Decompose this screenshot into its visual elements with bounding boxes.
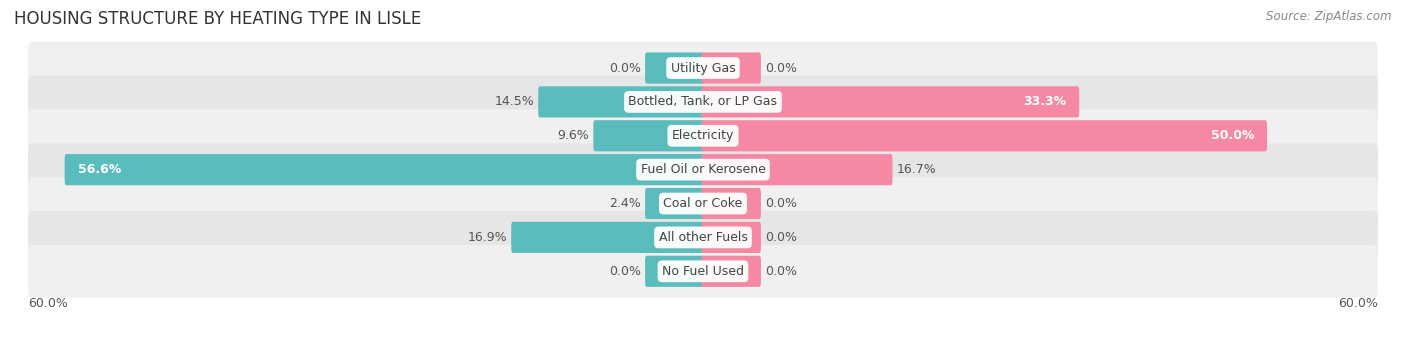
Text: 2.4%: 2.4% <box>609 197 641 210</box>
Text: All other Fuels: All other Fuels <box>658 231 748 244</box>
Text: 60.0%: 60.0% <box>1339 297 1378 310</box>
Text: No Fuel Used: No Fuel Used <box>662 265 744 278</box>
FancyBboxPatch shape <box>702 53 761 84</box>
Text: Bottled, Tank, or LP Gas: Bottled, Tank, or LP Gas <box>628 95 778 108</box>
FancyBboxPatch shape <box>28 211 1378 264</box>
FancyBboxPatch shape <box>538 86 704 118</box>
Text: 0.0%: 0.0% <box>609 61 641 75</box>
FancyBboxPatch shape <box>65 154 704 185</box>
FancyBboxPatch shape <box>28 42 1378 94</box>
Text: 0.0%: 0.0% <box>765 197 797 210</box>
FancyBboxPatch shape <box>28 177 1378 230</box>
FancyBboxPatch shape <box>702 222 761 253</box>
Text: 60.0%: 60.0% <box>28 297 67 310</box>
FancyBboxPatch shape <box>702 86 1080 118</box>
FancyBboxPatch shape <box>702 120 1267 151</box>
Text: Electricity: Electricity <box>672 129 734 142</box>
Text: 0.0%: 0.0% <box>765 61 797 75</box>
FancyBboxPatch shape <box>645 256 704 287</box>
Text: 16.7%: 16.7% <box>897 163 936 176</box>
Text: 16.9%: 16.9% <box>468 231 508 244</box>
Text: 14.5%: 14.5% <box>495 95 534 108</box>
FancyBboxPatch shape <box>702 188 761 219</box>
Text: 56.6%: 56.6% <box>77 163 121 176</box>
Text: Coal or Coke: Coal or Coke <box>664 197 742 210</box>
FancyBboxPatch shape <box>702 154 893 185</box>
Text: 50.0%: 50.0% <box>1211 129 1254 142</box>
FancyBboxPatch shape <box>28 143 1378 196</box>
Text: 9.6%: 9.6% <box>558 129 589 142</box>
Text: 0.0%: 0.0% <box>765 231 797 244</box>
Text: HOUSING STRUCTURE BY HEATING TYPE IN LISLE: HOUSING STRUCTURE BY HEATING TYPE IN LIS… <box>14 10 422 28</box>
Text: 0.0%: 0.0% <box>609 265 641 278</box>
Text: 33.3%: 33.3% <box>1024 95 1066 108</box>
FancyBboxPatch shape <box>593 120 704 151</box>
FancyBboxPatch shape <box>645 53 704 84</box>
Text: Fuel Oil or Kerosene: Fuel Oil or Kerosene <box>641 163 765 176</box>
Text: Utility Gas: Utility Gas <box>671 61 735 75</box>
FancyBboxPatch shape <box>28 245 1378 298</box>
FancyBboxPatch shape <box>645 188 704 219</box>
Text: 0.0%: 0.0% <box>765 265 797 278</box>
FancyBboxPatch shape <box>28 109 1378 162</box>
FancyBboxPatch shape <box>512 222 704 253</box>
Text: Source: ZipAtlas.com: Source: ZipAtlas.com <box>1267 10 1392 23</box>
FancyBboxPatch shape <box>702 256 761 287</box>
FancyBboxPatch shape <box>28 75 1378 128</box>
